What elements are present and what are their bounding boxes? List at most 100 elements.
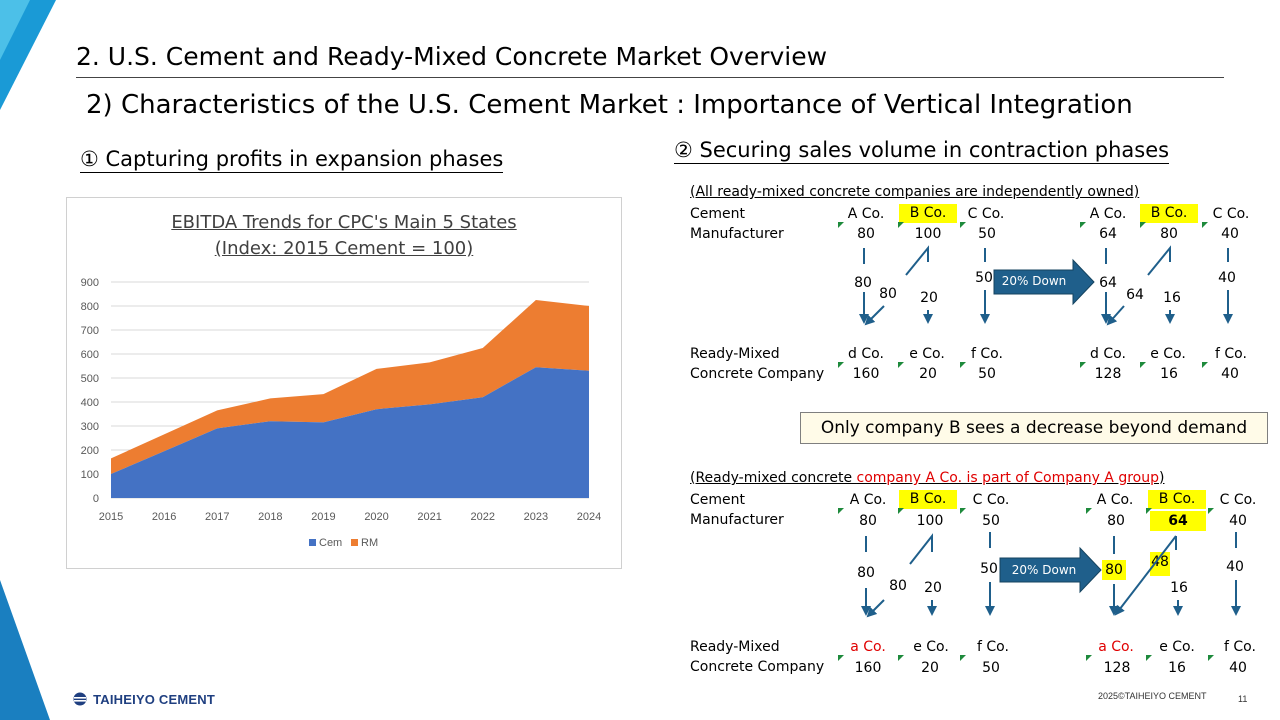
y-tick-label: 800 [81, 301, 99, 313]
y-tick-label: 0 [93, 493, 99, 505]
d1-before-rm-e-value: 20 [919, 366, 937, 382]
chart-plot: 0 100 200 300 400 500 600 700 800 900 2015 2016 2017… [81, 277, 602, 549]
d2-after-flow-1: 80 [1102, 560, 1126, 580]
d2-after-cement-b: B Co. [1148, 490, 1206, 509]
d2-after-flow-2: 48 [1150, 552, 1170, 576]
company-logo: TAIHEIYO CEMENT [72, 689, 215, 708]
d1-after-rm-d: d Co. [1090, 346, 1126, 362]
corner-decoration-bottom [0, 580, 50, 720]
d2-before-rm-a-value: 160 [854, 660, 882, 676]
copyright: 2025©TAIHEIYO CEMENT [1098, 691, 1207, 701]
d1-before-flow-3: 20 [920, 290, 938, 306]
y-tick-label: 400 [81, 397, 99, 409]
d1-before-rm-e: e Co. [909, 346, 945, 362]
d1-after-rm-e-value: 16 [1160, 366, 1178, 382]
d1-before-rm-d: d Co. [848, 346, 884, 362]
d2-before-cement-c: C Co. [972, 492, 1010, 508]
d2-after-cement-b-value: 64 [1150, 511, 1206, 531]
d1-before-flow-1: 80 [854, 275, 872, 291]
d1-before-connector-b [905, 245, 929, 276]
d2-before-cement-b-value: 100 [916, 513, 944, 529]
d1-after-rm-e: e Co. [1150, 346, 1186, 362]
d1-before-flow-4: 50 [975, 270, 993, 286]
d2-before-rm-f-value: 50 [982, 660, 1000, 676]
d2-before-cement-b: B Co. [899, 490, 957, 509]
x-tick-label: 2019 [311, 511, 335, 523]
diagram1-rm-label: Ready-Mixed Concrete Company [690, 346, 825, 382]
d2-before-flow-2: 80 [889, 578, 907, 594]
d1-after-flow-1: 64 [1099, 275, 1117, 291]
logo-text: TAIHEIYO CEMENT [93, 692, 216, 707]
d2-after-rm-a-value: 128 [1103, 660, 1131, 676]
d2-before-cement-c-value: 50 [982, 513, 1000, 529]
d2-after-rm-e: e Co. [1159, 639, 1195, 655]
x-tick-label: 2023 [524, 511, 548, 523]
d1-before-arrow-b-to-d [864, 305, 885, 326]
d1-after-cement-a: A Co. [1089, 206, 1127, 222]
d1-after-rm-f-value: 40 [1221, 366, 1239, 382]
legend-swatch-rm [351, 539, 358, 546]
chart-subtitle: (Index: 2015 Cement = 100) [214, 238, 474, 259]
d1-before-cement-b-value: 100 [914, 226, 942, 242]
y-tick-label: 100 [81, 469, 99, 481]
y-tick-label: 600 [81, 349, 99, 361]
section-heading-contraction: ② Securing sales volume in contraction p… [674, 138, 1170, 164]
d1-before-rm-f: f Co. [971, 346, 1003, 362]
x-tick-label: 2016 [152, 511, 176, 523]
x-tick-label: 2018 [258, 511, 282, 523]
d2-before-cement-a-value: 80 [859, 513, 877, 529]
series-area-cem [111, 367, 589, 498]
chart-title: EBITDA Trends for CPC's Main 5 States [171, 212, 517, 233]
d2-before-rm-a: a Co. [850, 639, 886, 655]
d2-before-flow-3: 20 [924, 580, 942, 596]
d2-after-flow-3: 16 [1170, 580, 1188, 596]
d1-after-cement-b-value: 80 [1160, 226, 1178, 242]
y-tick-label: 500 [81, 373, 99, 385]
d1-before-cement-a-value: 80 [857, 226, 875, 242]
corner-decoration-top [0, 0, 56, 110]
d1-before-cement-c: C Co. [967, 206, 1005, 222]
d1-before-cement-a: A Co. [847, 206, 885, 222]
title-divider [76, 77, 1224, 78]
diagram2-caption: (Ready-mixed concrete company A Co. is p… [690, 470, 1165, 486]
diagram2-cement-label: Cement Manufacturer [690, 492, 784, 528]
legend-swatch-cem [309, 539, 316, 546]
d1-after-cement-b: B Co. [1140, 204, 1198, 223]
x-tick-label: 2017 [205, 511, 229, 523]
d2-after-rm-e-value: 16 [1168, 660, 1186, 676]
page-number: 11 [1238, 694, 1248, 704]
d2-after-cement-a: A Co. [1096, 492, 1134, 508]
d1-before-cement-c-value: 50 [978, 226, 996, 242]
down-arrow-1-label: 20% Down [1001, 274, 1067, 288]
d1-before-flow-2: 80 [879, 286, 897, 302]
x-tick-label: 2015 [99, 511, 123, 523]
d2-after-cement-a-value: 80 [1107, 513, 1125, 529]
diagram2-rm-label: Ready-Mixed Concrete Company [690, 639, 825, 675]
d1-after-rm-d-value: 128 [1094, 366, 1122, 382]
series-area-rm [111, 300, 589, 474]
d2-after-rm-f: f Co. [1224, 639, 1256, 655]
d1-after-cement-c-value: 40 [1221, 226, 1239, 242]
d1-before-rm-f-value: 50 [978, 366, 996, 382]
x-tick-label: 2022 [471, 511, 495, 523]
legend-label-rm: RM [361, 537, 378, 549]
d1-before-cement-b: B Co. [899, 204, 957, 223]
d2-before-arrow-b-to-a [866, 599, 885, 618]
section-heading-expansion: ① Capturing profits in expansion phases [80, 147, 504, 173]
d1-after-cement-c: C Co. [1212, 206, 1250, 222]
down-arrow-2-label: 20% Down [1011, 563, 1077, 577]
d1-after-rm-f: f Co. [1215, 346, 1247, 362]
d1-after-cement-a-value: 64 [1099, 226, 1117, 242]
d1-after-arrow-b-to-d [1106, 305, 1125, 326]
d2-before-flow-4: 50 [980, 561, 998, 577]
x-tick-label: 2024 [577, 511, 601, 523]
d2-before-rm-e-value: 20 [921, 660, 939, 676]
d2-before-connector-b [909, 533, 933, 565]
d1-after-flow-3: 16 [1163, 290, 1181, 306]
x-tick-label: 2021 [417, 511, 441, 523]
diagram1-cement-label: Cement Manufacturer [690, 206, 784, 242]
d1-after-flow-4: 40 [1218, 270, 1236, 286]
page-subtitle: 2) Characteristics of the U.S. Cement Ma… [86, 90, 1133, 120]
d1-before-rm-d-value: 160 [852, 366, 880, 382]
d2-before-cement-a: A Co. [849, 492, 887, 508]
